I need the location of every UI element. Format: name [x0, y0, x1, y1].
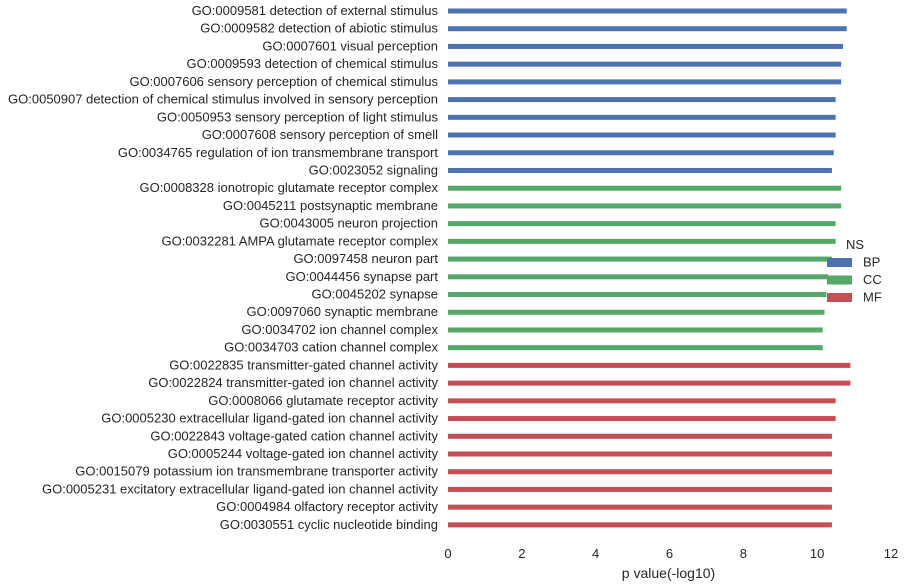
legend-label-bp: BP — [863, 255, 880, 270]
legend-swatch-bp — [827, 258, 852, 267]
bar-cc — [448, 203, 842, 209]
bar-cc — [448, 274, 829, 280]
bar-cc — [448, 238, 836, 244]
bar-cc — [448, 345, 823, 351]
category-label: GO:0009581 detection of external stimulu… — [192, 3, 439, 18]
x-tick-label: 10 — [810, 546, 824, 561]
category-label: GO:0005244 voltage-gated ion channel act… — [168, 446, 439, 461]
x-tick-label: 6 — [666, 546, 673, 561]
legend-swatch-cc — [827, 275, 852, 285]
bar-mf — [448, 504, 832, 510]
bar-bp — [448, 114, 836, 120]
category-label: GO:0097458 neuron part — [293, 251, 438, 266]
bar-cc — [448, 256, 832, 262]
x-tick-label: 0 — [444, 546, 451, 561]
x-tick-label: 12 — [884, 546, 898, 561]
bar-bp — [448, 26, 847, 32]
bar-cc — [448, 185, 842, 191]
bar-bp — [448, 61, 842, 67]
legend-swatch-mf — [827, 293, 852, 302]
category-label: GO:0022824 transmitter-gated ion channel… — [148, 375, 438, 390]
category-label: GO:0009582 detection of abiotic stimulus — [200, 21, 438, 36]
bar-bp — [448, 132, 836, 138]
bar-cc — [448, 221, 836, 227]
x-tick-label: 4 — [592, 546, 599, 561]
category-label: GO:0008066 glutamate receptor activity — [208, 393, 438, 408]
category-label: GO:0050953 sensory perception of light s… — [157, 109, 439, 124]
category-label: GO:0097060 synaptic membrane — [247, 304, 439, 319]
category-label: GO:0007608 sensory perception of smell — [202, 127, 438, 142]
bar-mf — [448, 433, 832, 439]
category-labels-group: GO:0009581 detection of external stimulu… — [8, 3, 438, 532]
legend: NS BP CC MF — [827, 237, 882, 305]
category-label: GO:0004984 olfactory receptor activity — [216, 499, 438, 514]
category-label: GO:0005231 excitatory extracellular liga… — [42, 481, 439, 496]
category-label: GO:0005230 extracellular ligand-gated io… — [101, 411, 438, 426]
legend-label-mf: MF — [863, 290, 882, 305]
category-label: GO:0044456 synapse part — [286, 269, 439, 284]
bar-bp — [448, 79, 842, 85]
x-tick-labels-group: 0 2 4 6 8 10 12 — [444, 546, 898, 561]
bar-mf — [448, 486, 832, 492]
category-label: GO:0030551 cyclic nucleotide binding — [220, 517, 438, 532]
bar-mf — [448, 362, 851, 368]
bar-bp — [448, 43, 844, 49]
bar-mf — [448, 522, 832, 528]
category-label: GO:0022835 transmitter-gated channel act… — [169, 357, 438, 372]
bar-cc — [448, 309, 825, 315]
bar-bp — [448, 8, 847, 14]
bars-group — [448, 8, 851, 528]
category-label: GO:0023052 signaling — [309, 162, 438, 177]
category-label: GO:0043005 neuron projection — [259, 216, 438, 231]
bar-bp — [448, 97, 836, 103]
category-label: GO:0008328 ionotropic glutamate receptor… — [140, 180, 439, 195]
legend-label-cc: CC — [863, 272, 882, 287]
category-label: GO:0007601 visual perception — [262, 38, 438, 53]
legend-title: NS — [846, 237, 864, 252]
category-label: GO:0015079 potassium ion transmembrane t… — [75, 464, 438, 479]
bar-mf — [448, 398, 836, 404]
category-label: GO:0034702 ion channel complex — [241, 322, 438, 337]
bar-mf — [448, 451, 832, 457]
x-tick-label: 8 — [740, 546, 747, 561]
category-label: GO:0050907 detection of chemical stimulu… — [8, 92, 438, 107]
category-label: GO:0022843 voltage-gated cation channel … — [150, 428, 438, 443]
category-label: GO:0032281 AMPA glutamate receptor compl… — [161, 233, 438, 248]
x-axis-title: p value(-log10) — [622, 565, 715, 581]
bar-mf — [448, 416, 836, 422]
category-label: GO:0007606 sensory perception of chemica… — [129, 74, 438, 89]
bar-bp — [448, 150, 834, 156]
category-label: GO:0034703 cation channel complex — [224, 340, 438, 355]
category-label: GO:0045211 postsynaptic membrane — [223, 198, 438, 213]
bar-mf — [448, 380, 851, 386]
category-label: GO:0045202 synapse — [312, 287, 438, 302]
bar-mf — [448, 469, 832, 475]
category-label: GO:0034765 regulation of ion transmembra… — [118, 145, 439, 160]
x-tick-label: 2 — [518, 546, 525, 561]
category-label: GO:0009593 detection of chemical stimulu… — [187, 56, 439, 71]
bar-cc — [448, 327, 823, 333]
bar-cc — [448, 292, 827, 298]
bar-bp — [448, 167, 832, 173]
